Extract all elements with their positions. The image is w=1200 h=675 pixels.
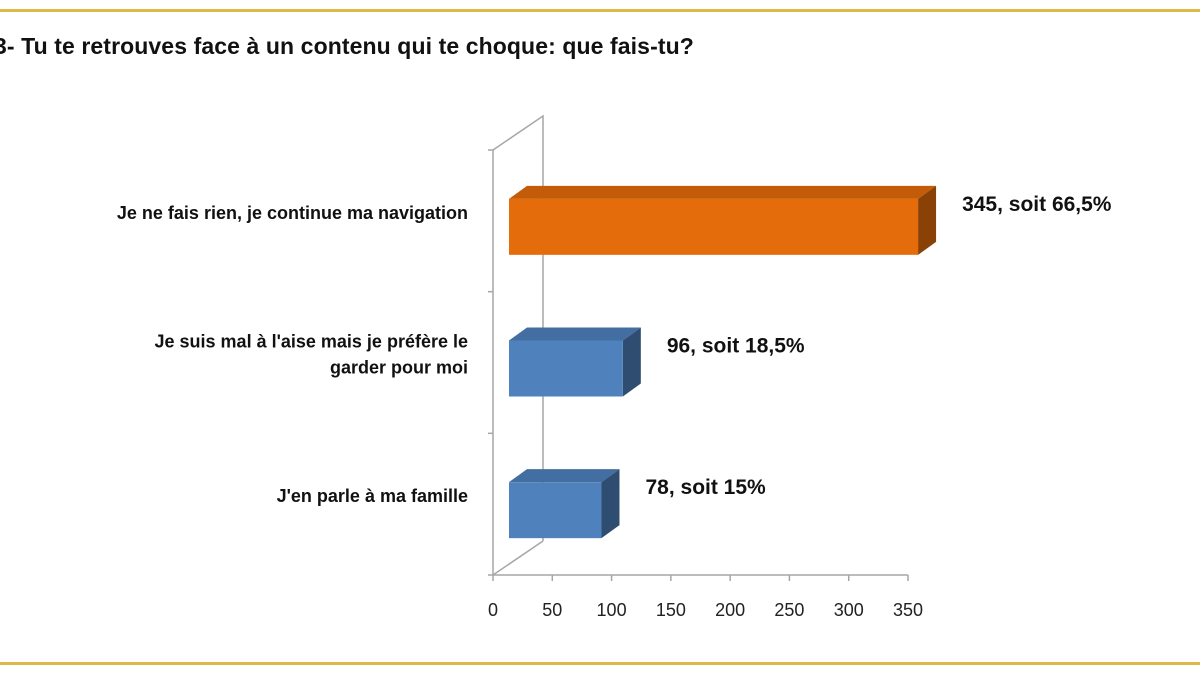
x-tick-label: 100 [597, 600, 627, 620]
bar-side-face [918, 185, 937, 255]
x-tick-label: 350 [893, 600, 923, 620]
back-wall-edge [492, 114, 544, 541]
category-label: garder pour moi [330, 358, 468, 378]
data-label: 345, soit 66,5% [962, 193, 1112, 216]
chart-title: 3- Tu te retrouves face à un contenu qui… [0, 33, 694, 59]
x-tick-label: 0 [488, 600, 498, 620]
bar-top-face [509, 185, 937, 199]
bar-side-face [622, 327, 641, 397]
data-label: 96, soit 18,5% [667, 335, 805, 358]
category-label: Je suis mal à l'aise mais je préfère le [155, 332, 468, 352]
x-tick-label: 250 [774, 600, 804, 620]
x-tick-label: 150 [656, 600, 686, 620]
x-tick-label: 200 [715, 600, 745, 620]
bar-top-face [509, 327, 641, 341]
floor-edge [492, 540, 544, 576]
data-label: 78, soit 15% [645, 476, 766, 499]
x-tick-label: 50 [542, 600, 562, 620]
category-label: J'en parle à ma famille [277, 486, 468, 506]
x-tick-label: 300 [834, 600, 864, 620]
bar [509, 198, 919, 255]
category-label: Je ne fais rien, je continue ma navigati… [117, 203, 468, 223]
bar-side-face [601, 469, 620, 539]
top-rule [0, 9, 1200, 12]
bar [509, 340, 623, 397]
bar-top-face [509, 469, 620, 483]
bottom-rule [0, 662, 1200, 665]
bar [509, 482, 602, 539]
